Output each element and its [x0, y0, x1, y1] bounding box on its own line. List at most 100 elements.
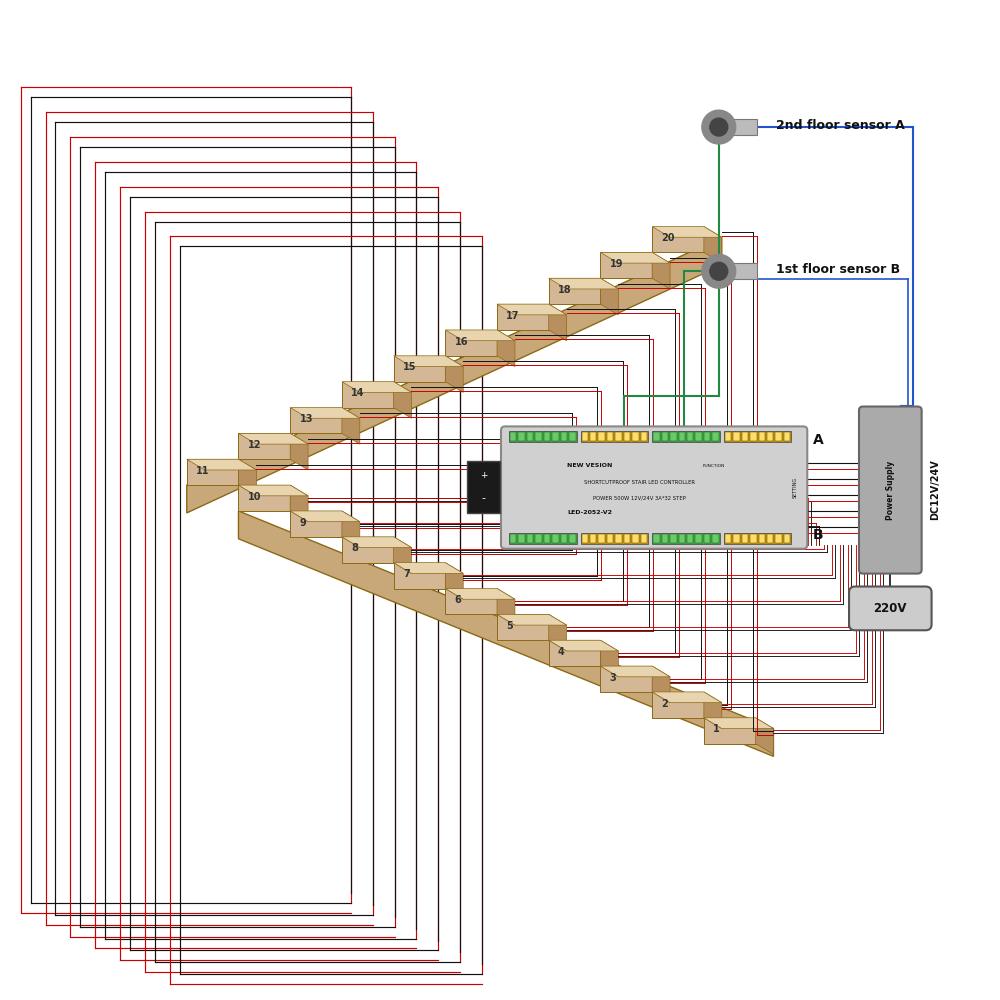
Polygon shape	[342, 382, 411, 392]
Bar	[624, 534, 630, 543]
Polygon shape	[600, 278, 618, 315]
Bar	[695, 534, 702, 543]
Bar	[509, 533, 577, 544]
Polygon shape	[445, 563, 463, 599]
Text: 6: 6	[455, 595, 461, 605]
Text: Power Supply: Power Supply	[886, 460, 895, 520]
Bar	[615, 432, 622, 441]
Text: 18: 18	[558, 285, 572, 295]
Bar	[632, 432, 639, 441]
Bar	[641, 432, 647, 441]
Polygon shape	[600, 252, 652, 278]
Polygon shape	[756, 718, 773, 754]
Bar	[679, 432, 685, 441]
Text: 9: 9	[299, 518, 306, 528]
Bar	[607, 432, 613, 441]
Polygon shape	[600, 666, 670, 677]
Circle shape	[702, 254, 736, 288]
Polygon shape	[290, 408, 360, 418]
Text: 10: 10	[248, 492, 261, 502]
Bar	[670, 534, 677, 543]
Text: 7: 7	[403, 569, 410, 579]
Text: 11: 11	[196, 466, 210, 476]
Polygon shape	[394, 382, 411, 418]
Bar	[742, 534, 748, 543]
Bar	[582, 432, 588, 441]
Polygon shape	[497, 330, 515, 367]
Polygon shape	[497, 589, 515, 625]
Polygon shape	[342, 408, 360, 444]
Bar	[695, 432, 702, 441]
Polygon shape	[342, 382, 394, 408]
Polygon shape	[238, 459, 256, 496]
Polygon shape	[497, 304, 567, 315]
Polygon shape	[652, 227, 704, 252]
FancyBboxPatch shape	[849, 587, 932, 630]
Bar	[467, 461, 500, 513]
Bar	[535, 432, 542, 441]
Bar	[704, 534, 710, 543]
Bar	[724, 431, 791, 442]
Polygon shape	[187, 459, 256, 470]
Text: POWER 500W 12V/24V 3A*32 STEP: POWER 500W 12V/24V 3A*32 STEP	[593, 495, 686, 500]
Polygon shape	[549, 614, 567, 651]
Bar	[552, 432, 559, 441]
Text: LED-2052-V2: LED-2052-V2	[567, 510, 612, 515]
Polygon shape	[290, 433, 308, 470]
Bar	[704, 432, 710, 441]
Bar	[632, 534, 639, 543]
Bar	[569, 432, 576, 441]
Bar	[652, 431, 720, 442]
Circle shape	[710, 262, 728, 280]
Bar	[742, 432, 748, 441]
Polygon shape	[652, 227, 722, 237]
Text: NEW VESION: NEW VESION	[567, 463, 612, 468]
Text: FUNCTION: FUNCTION	[703, 464, 725, 468]
Bar	[670, 432, 677, 441]
Bar	[590, 432, 596, 441]
Polygon shape	[704, 227, 722, 263]
Bar	[581, 431, 648, 442]
Bar	[527, 432, 533, 441]
Bar	[561, 432, 567, 441]
Bar	[510, 432, 516, 441]
Text: 3: 3	[610, 673, 616, 683]
Bar	[733, 432, 740, 441]
Bar	[590, 534, 596, 543]
Polygon shape	[238, 433, 308, 444]
Text: 15: 15	[403, 362, 416, 372]
Bar	[569, 534, 576, 543]
Text: A: A	[813, 433, 824, 447]
FancyBboxPatch shape	[501, 426, 807, 549]
Text: 2: 2	[661, 699, 668, 709]
Bar	[784, 534, 790, 543]
Bar	[535, 534, 542, 543]
Polygon shape	[238, 511, 773, 756]
Text: 13: 13	[299, 414, 313, 424]
Bar	[607, 534, 613, 543]
Polygon shape	[187, 237, 722, 513]
Bar	[598, 534, 605, 543]
Bar	[527, 534, 533, 543]
Bar	[725, 534, 731, 543]
Polygon shape	[394, 563, 463, 573]
Polygon shape	[238, 485, 308, 496]
Polygon shape	[704, 718, 773, 729]
Text: 14: 14	[351, 388, 365, 398]
Bar	[767, 432, 773, 441]
Bar	[518, 432, 525, 441]
Bar	[662, 534, 668, 543]
Polygon shape	[290, 511, 360, 522]
Text: SHORTCUTPROOF STAIR LED CONTROLLER: SHORTCUTPROOF STAIR LED CONTROLLER	[584, 480, 695, 485]
Text: 12: 12	[248, 440, 261, 450]
Bar	[750, 534, 757, 543]
Polygon shape	[445, 330, 497, 356]
Bar	[775, 432, 782, 441]
Bar	[775, 534, 782, 543]
Text: DC12V/24V: DC12V/24V	[931, 460, 941, 520]
Bar	[518, 534, 525, 543]
FancyBboxPatch shape	[859, 407, 922, 574]
Polygon shape	[600, 640, 618, 677]
Text: 17: 17	[506, 311, 520, 321]
Bar	[750, 432, 757, 441]
